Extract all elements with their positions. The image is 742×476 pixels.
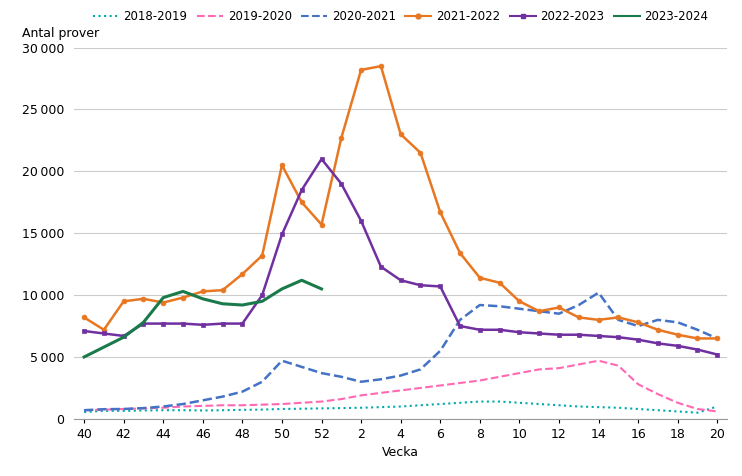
Legend: 2018-2019, 2019-2020, 2020-2021, 2021-2022, 2022-2023, 2023-2024: 2018-2019, 2019-2020, 2020-2021, 2021-20…	[88, 5, 713, 28]
X-axis label: Vecka: Vecka	[382, 446, 419, 459]
Text: Antal prover: Antal prover	[22, 27, 99, 40]
